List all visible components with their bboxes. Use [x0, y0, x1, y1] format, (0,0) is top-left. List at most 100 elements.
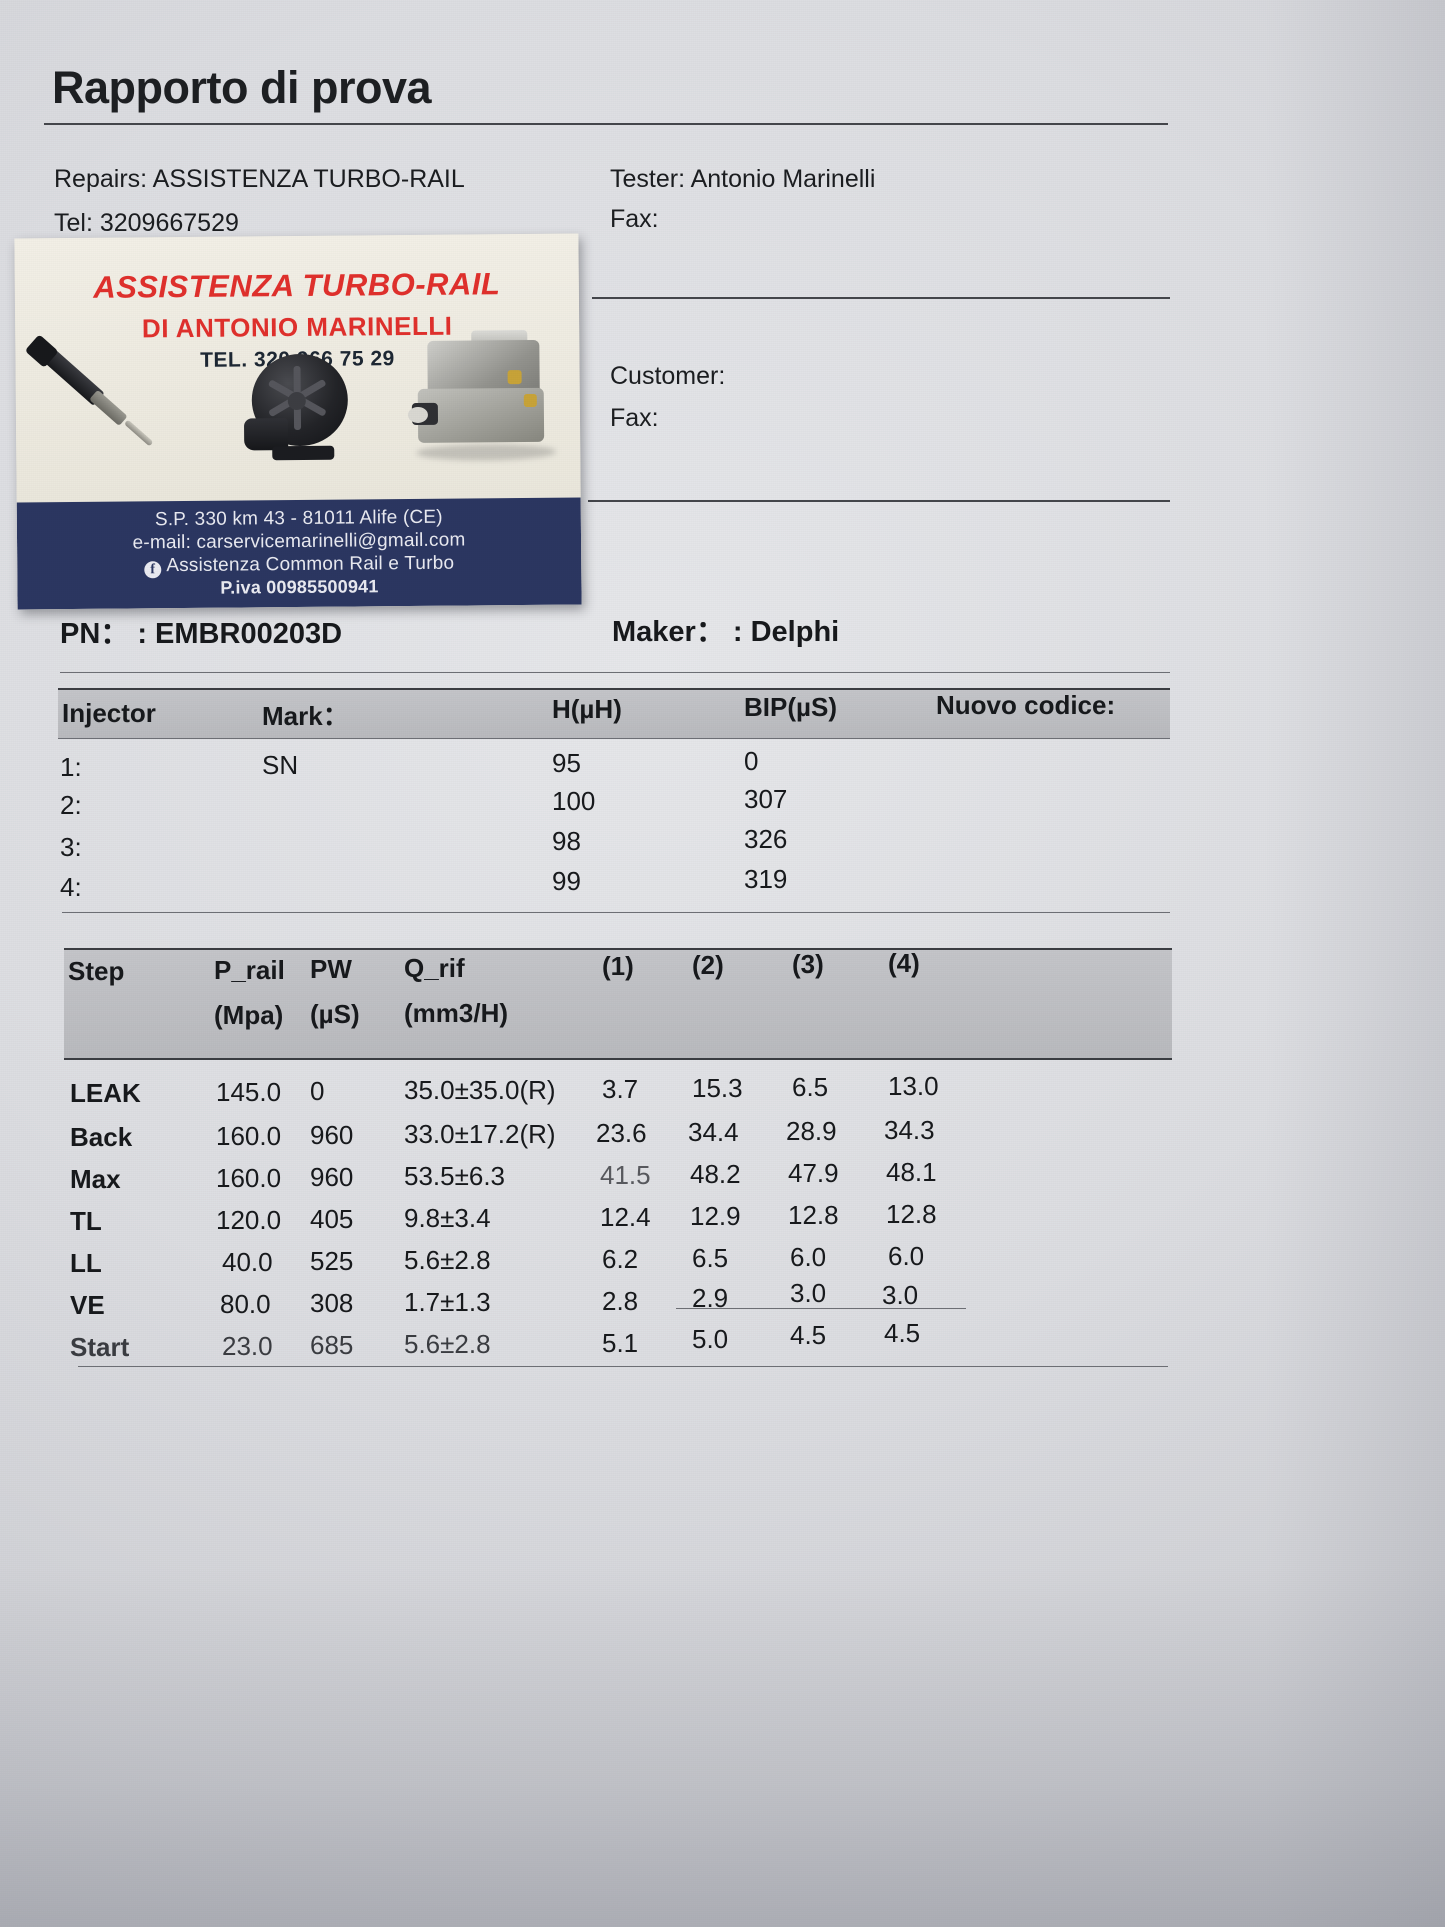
injector-col-header-mark: Mark： [262, 701, 349, 731]
step-table-top-rule [64, 948, 1172, 950]
step-row-ve-pw: 308 [310, 1288, 354, 1318]
injector-row-3-h: 98 [552, 826, 581, 856]
business-card: ASSISTENZA TURBO-RAIL DI ANTONIO MARINEL… [14, 233, 582, 610]
card-vat: P.iva 00985500941 [220, 576, 379, 599]
step-row-back-v4: 34.3 [884, 1115, 935, 1145]
step-row-start-qrif: 5.6±2.8 [404, 1329, 491, 1359]
step-table-partial-rule [676, 1308, 966, 1309]
step-row-max-prail: 160.0 [216, 1163, 282, 1193]
step-table-bottom-rule [78, 1366, 1168, 1367]
step-row-start-pw: 685 [310, 1330, 354, 1360]
step-row-leak-pw: 0 [310, 1076, 325, 1106]
diesel-injector-icon [24, 334, 176, 466]
injector-row-4-label: 4: [60, 872, 82, 902]
card-company-name: ASSISTENZA TURBO-RAIL [93, 266, 501, 305]
step-row-tl-v3: 12.8 [788, 1200, 839, 1230]
step-row-ve-v3: 3.0 [790, 1278, 827, 1308]
step-row-tl-qrif: 9.8±3.4 [404, 1203, 491, 1233]
step-row-back-prail: 160.0 [216, 1121, 282, 1151]
step-row-back-qrif: 33.0±17.2(R) [404, 1119, 556, 1149]
title-divider [44, 123, 1168, 125]
fax-field-2: Fax: [610, 404, 659, 432]
maker-name: Maker： : Delphi [612, 616, 840, 648]
part-number: PN： : EMBR00203D [60, 618, 343, 650]
step-row-ve-qrif: 1.7±1.3 [404, 1287, 491, 1317]
step-row-leak-v1: 3.7 [602, 1074, 639, 1104]
injector-row-2-h: 100 [552, 786, 596, 816]
step-row-back-label: Back [70, 1122, 133, 1152]
injector-row-1-label: 1: [60, 752, 82, 782]
injection-pump-icon [407, 329, 562, 463]
step-row-start-label: Start [70, 1332, 130, 1362]
page-title: Rapporto di prova [52, 62, 432, 113]
business-card-footer: S.P. 330 km 43 - 81011 Alife (CE) e-mail… [16, 497, 582, 610]
step-col-unit-prail: (Mpa) [214, 1000, 284, 1030]
injector-table-bottom-rule [62, 912, 1170, 913]
step-row-back-v2: 34.4 [688, 1117, 739, 1147]
injector-row-4-h: 99 [552, 866, 581, 896]
step-row-tl-pw: 405 [310, 1204, 354, 1234]
step-row-tl-v4: 12.8 [886, 1199, 937, 1229]
step-col-unit-pw: (µS) [310, 999, 360, 1029]
step-row-tl-prail: 120.0 [216, 1205, 282, 1235]
step-row-back-pw: 960 [310, 1120, 354, 1150]
step-col-header-1: (1) [602, 951, 634, 981]
injector-row-4-bip: 319 [744, 864, 788, 894]
injector-row-1-mark: SN [262, 750, 299, 780]
step-row-ve-v4: 3.0 [882, 1280, 919, 1310]
step-row-leak-label: LEAK [70, 1078, 141, 1108]
step-row-ve-v1: 2.8 [602, 1286, 639, 1316]
step-row-ve-label: VE [70, 1290, 105, 1320]
step-col-unit-qrif: (mm3/H) [404, 998, 509, 1028]
step-row-tl-label: TL [70, 1206, 102, 1236]
step-col-header-pw: PW [310, 954, 352, 984]
step-row-leak-prail: 145.0 [216, 1077, 282, 1107]
injector-col-header-code: Nuovo codice: [936, 690, 1116, 720]
business-card-top: ASSISTENZA TURBO-RAIL DI ANTONIO MARINEL… [14, 233, 581, 503]
card-address: S.P. 330 km 43 - 81011 Alife (CE) [154, 506, 443, 531]
injector-table-header-rule [58, 738, 1170, 739]
step-row-ll-v4: 6.0 [888, 1241, 925, 1271]
step-row-start-v4: 4.5 [884, 1318, 921, 1348]
step-row-max-v4: 48.1 [886, 1157, 937, 1187]
step-row-ll-pw: 525 [310, 1246, 354, 1276]
step-row-max-label: Max [70, 1164, 121, 1194]
step-row-back-v3: 28.9 [786, 1116, 837, 1146]
step-row-ve-v2: 2.9 [692, 1283, 729, 1313]
step-table-header-band [64, 950, 1172, 1058]
step-row-back-v1: 23.6 [596, 1118, 647, 1148]
injector-row-1-bip: 0 [744, 746, 759, 776]
injector-col-header-injector: Injector [62, 698, 156, 728]
step-row-max-pw: 960 [310, 1162, 354, 1192]
card-facebook-name: Assistenza Common Rail e Turbo [166, 552, 455, 577]
injector-row-1-h: 95 [552, 748, 581, 778]
step-row-start-v2: 5.0 [692, 1324, 729, 1354]
step-row-leak-qrif: 35.0±35.0(R) [404, 1075, 556, 1105]
injector-table-top-rule [58, 688, 1170, 690]
step-row-ll-v3: 6.0 [790, 1242, 827, 1272]
step-row-leak-v2: 15.3 [692, 1073, 743, 1103]
header-divider-1 [592, 297, 1170, 299]
step-col-header-prail: P_rail [214, 955, 285, 985]
step-row-tl-v2: 12.9 [690, 1201, 741, 1231]
injector-row-3-bip: 326 [744, 824, 788, 854]
injector-row-2-bip: 307 [744, 784, 788, 814]
step-row-ll-label: LL [70, 1248, 102, 1278]
step-row-leak-v4: 13.0 [888, 1071, 939, 1101]
step-row-start-v3: 4.5 [790, 1320, 827, 1350]
injector-col-header-bip: BIP(µS) [744, 692, 837, 722]
step-col-header-3: (3) [792, 949, 824, 979]
step-row-ve-prail: 80.0 [220, 1289, 271, 1319]
turbocharger-icon [243, 353, 362, 466]
injector-col-header-h: H(µH) [552, 694, 622, 724]
step-row-ll-qrif: 5.6±2.8 [404, 1245, 491, 1275]
fax-field-1: Fax: [610, 205, 659, 233]
step-row-tl-v1: 12.4 [600, 1202, 651, 1232]
step-row-ll-v2: 6.5 [692, 1243, 729, 1273]
repairs-field: Repairs: ASSISTENZA TURBO-RAIL [54, 165, 465, 193]
step-col-header-step: Step [68, 956, 125, 986]
customer-field: Customer: [610, 362, 726, 390]
step-row-max-v2: 48.2 [690, 1159, 741, 1189]
step-row-ll-v1: 6.2 [602, 1244, 639, 1274]
